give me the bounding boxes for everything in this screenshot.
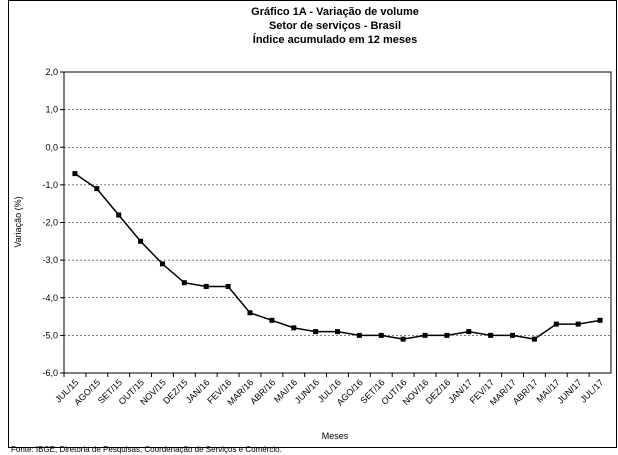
y-tick-label: -3,0 [42, 255, 58, 265]
x-tick-label: JUN/16 [293, 377, 321, 405]
marker [488, 332, 494, 338]
x-tick-label: JUL/17 [578, 377, 605, 404]
x-tick-label: DEZ/15 [161, 377, 190, 406]
marker [575, 321, 581, 327]
marker [444, 332, 450, 338]
y-tick-label: 2,0 [45, 67, 58, 77]
y-axis-label: Variação (%) [13, 196, 23, 247]
marker [94, 186, 100, 192]
marker [335, 329, 340, 335]
marker [159, 261, 165, 267]
chart-title: Gráfico 1A - Variação de volume [251, 6, 419, 18]
marker [400, 336, 406, 342]
y-tick-label: -1,0 [42, 180, 58, 190]
y-tick-label: -5,0 [42, 330, 58, 340]
chart-title: Índice acumulado em 12 meses [253, 33, 417, 46]
marker [356, 332, 362, 338]
marker [531, 336, 537, 342]
x-tick-label: JUN/17 [555, 377, 583, 405]
marker [466, 329, 472, 335]
marker [510, 332, 516, 338]
plot-area [63, 71, 612, 374]
marker [378, 332, 384, 338]
marker [203, 283, 209, 289]
chart-title: Setor de serviços - Brasil [269, 20, 401, 32]
marker [597, 317, 603, 323]
marker [138, 238, 144, 244]
x-axis-label: Meses [322, 431, 349, 441]
frame [8, 0, 617, 448]
x-tick-label: DEZ/16 [424, 377, 453, 406]
y-tick-label: 0,0 [45, 142, 58, 152]
marker [116, 212, 122, 218]
marker [181, 280, 187, 286]
y-tick-label: -4,0 [42, 293, 58, 303]
line [74, 172, 601, 340]
marker [291, 325, 297, 331]
marker [422, 332, 428, 338]
y-tick-label: 1,0 [45, 105, 58, 115]
source: Fonte: IBGE, Diretoria de Pesquisas, Coo… [11, 445, 282, 454]
y-tick-label: -2,0 [42, 218, 58, 228]
y-tick-label: -6,0 [42, 368, 58, 378]
marker [72, 171, 78, 177]
marker [553, 321, 559, 327]
marker [313, 329, 319, 335]
marker [247, 310, 253, 316]
marker [225, 283, 231, 289]
marker [269, 317, 275, 323]
